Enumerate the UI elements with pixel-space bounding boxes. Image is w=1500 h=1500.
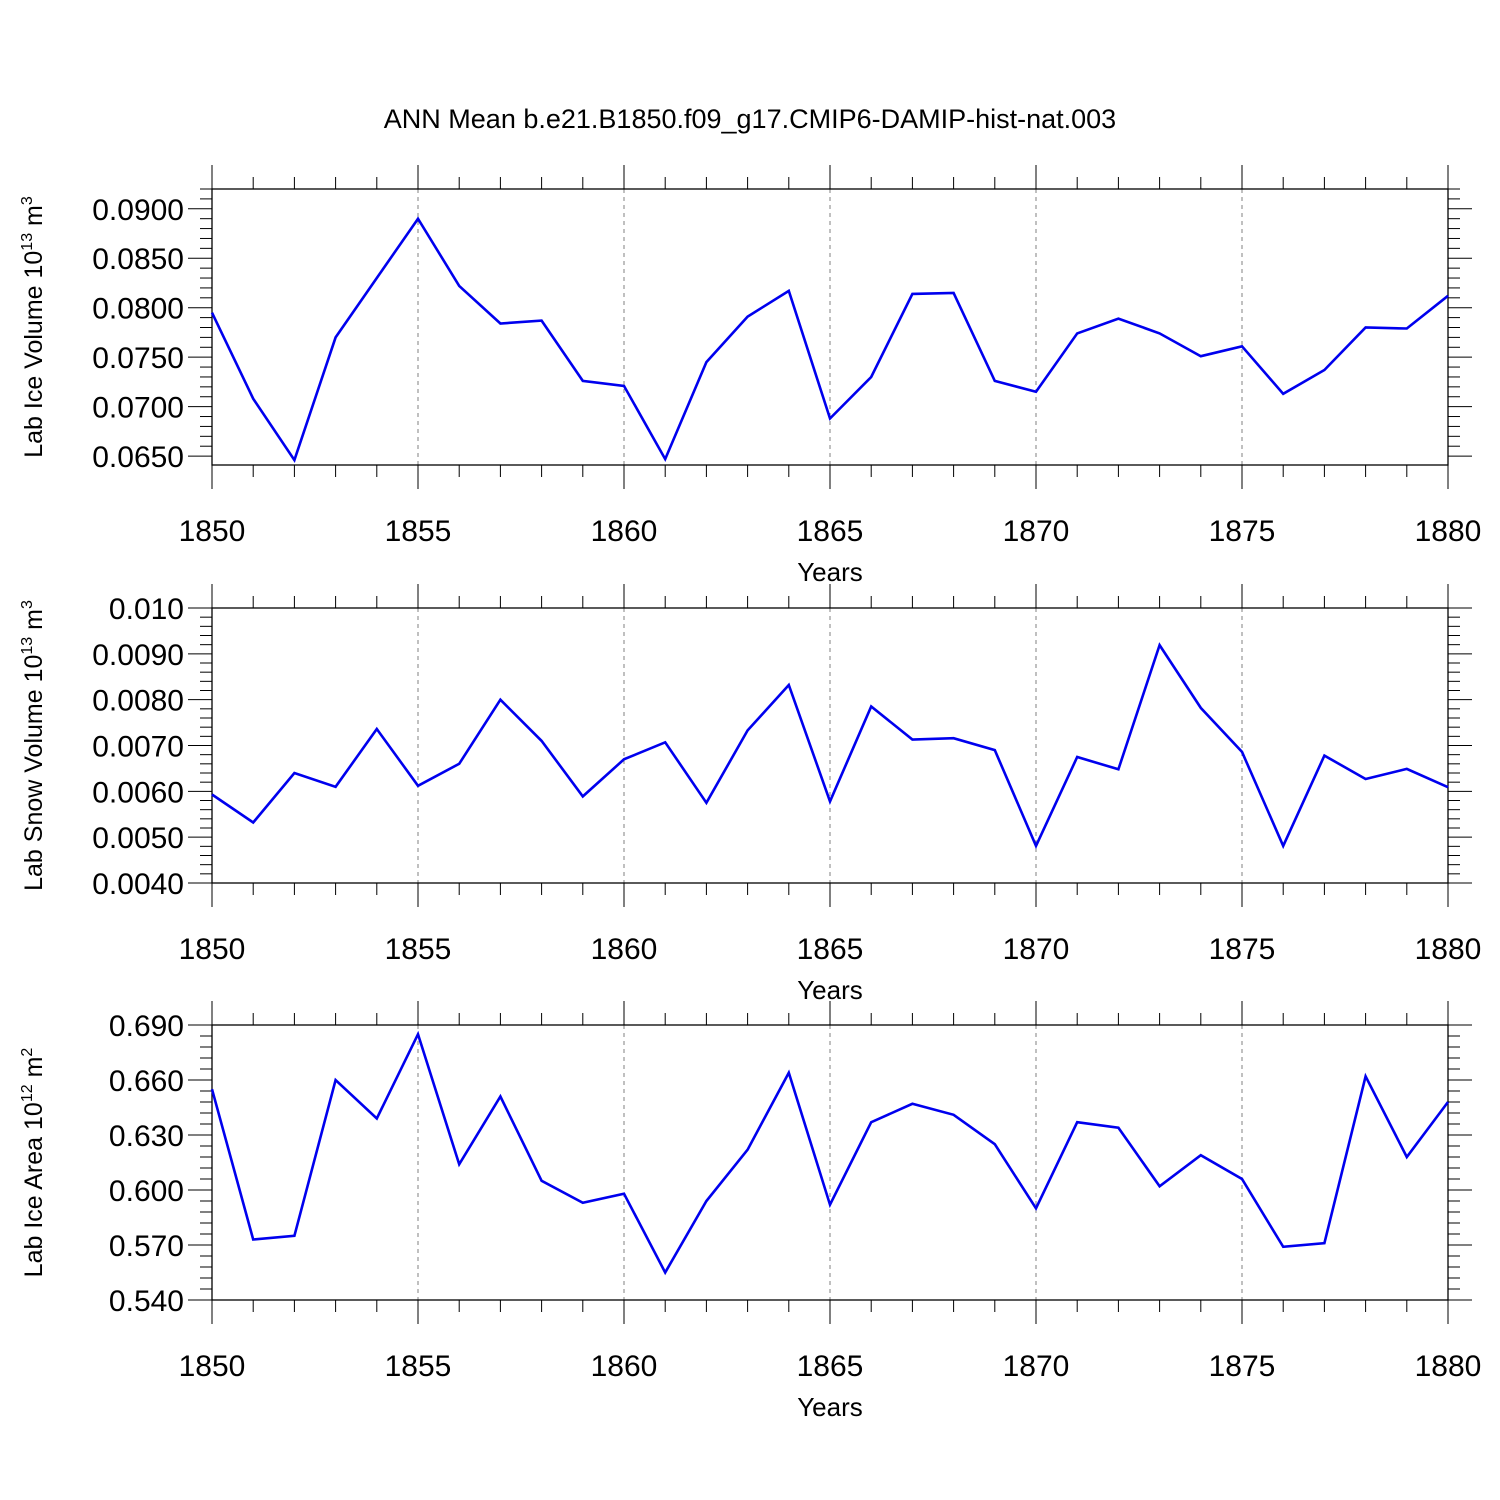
x-tick-label: 1850	[179, 933, 246, 966]
y-tick-label: 0.660	[109, 1065, 184, 1098]
data-series-line	[210, 1030, 1450, 1276]
y-axis-label-part: m	[20, 1057, 48, 1085]
x-axis-label: Years	[797, 1392, 863, 1422]
x-tick-label: 1865	[797, 933, 864, 966]
x-tick-label: 1850	[179, 515, 246, 548]
y-tick-label: 0.0750	[92, 342, 184, 375]
y-tick-label: 0.0040	[92, 868, 184, 901]
y-tick-label: 0.0650	[92, 441, 184, 474]
x-tick-label: 1880	[1415, 515, 1482, 548]
y-axis-label: Lab Snow Volume 1013 m3	[19, 600, 48, 891]
x-axis-label: Years	[797, 975, 863, 1005]
y-tick-label: 0.0800	[92, 293, 184, 326]
y-tick-label: 0.690	[109, 1010, 184, 1043]
y-axis-label-part: 3	[19, 196, 36, 205]
y-tick-label: 0.0060	[92, 776, 184, 809]
data-series-line	[211, 642, 1449, 850]
x-tick-label: 1870	[1003, 515, 1070, 548]
y-tick-label: 0.630	[109, 1120, 184, 1153]
data-series-line	[210, 216, 1449, 464]
x-tick-label: 1880	[1415, 933, 1482, 966]
x-tick-label: 1865	[797, 1350, 864, 1383]
x-axis-label: Years	[797, 557, 863, 587]
x-tick-label: 1875	[1209, 933, 1276, 966]
y-tick-label: 0.010	[109, 593, 184, 626]
y-axis-label-part: m	[20, 609, 48, 637]
y-axis-label-part: Lab Ice Volume 10	[20, 251, 48, 458]
x-tick-label: 1860	[591, 933, 658, 966]
y-tick-label: 0.0050	[92, 822, 184, 855]
y-axis-label-part: 2	[19, 1048, 36, 1057]
x-tick-label: 1855	[385, 515, 452, 548]
y-tick-label: 0.0070	[92, 731, 184, 764]
x-tick-label: 1860	[591, 1350, 658, 1383]
panel-2: 0.0040 0.0050 0.0060 0.0070 0.0080 0.0090 0.01…	[19, 584, 1481, 1005]
y-tick-label: 0.0080	[92, 685, 184, 718]
x-tick-label: 1855	[385, 933, 452, 966]
x-tick-label: 1855	[385, 1350, 452, 1383]
y-axis-label: Lab Ice Area 1012 m2	[19, 1048, 48, 1278]
y-axis-label-part: 3	[19, 600, 36, 609]
x-tick-label: 1870	[1003, 1350, 1070, 1383]
y-tick-label: 0.600	[109, 1175, 184, 1208]
y-axis-label-part: 12	[19, 1084, 36, 1102]
y-tick-label: 0.0090	[92, 639, 184, 672]
y-axis-label: Lab Ice Volume 1013 m3	[19, 196, 48, 458]
y-tick-label: 0.0850	[92, 243, 184, 276]
y-tick-label: 0.540	[109, 1285, 184, 1318]
x-tick-label: 1865	[797, 515, 864, 548]
panel-1: 0.0650 0.0700 0.0750 0.0800 0.0850 0.0900 1850…	[19, 165, 1481, 587]
y-tick-label: 0.0700	[92, 392, 184, 425]
y-axis-label-part: Lab Snow Volume 10	[20, 655, 48, 891]
y-axis-label-part: m	[20, 205, 48, 233]
y-axis-label-part: Lab Ice Area 10	[20, 1102, 48, 1277]
figure-title: ANN Mean b.e21.B1850.f09_g17.CMIP6-DAMIP…	[384, 104, 1116, 134]
y-axis-label-part: 13	[19, 637, 36, 655]
x-tick-label: 1875	[1209, 515, 1276, 548]
y-tick-label: 0.570	[109, 1230, 184, 1263]
x-tick-label: 1860	[591, 515, 658, 548]
x-tick-label: 1875	[1209, 1350, 1276, 1383]
y-tick-label: 0.0900	[92, 194, 184, 227]
panel-3: 0.540 0.570 0.600 0.630 0.660 0.690 1850 1855 18…	[19, 1001, 1481, 1422]
x-tick-label: 1870	[1003, 933, 1070, 966]
y-axis-label-part: 13	[19, 233, 36, 251]
x-tick-label: 1850	[179, 1350, 246, 1383]
x-tick-label: 1880	[1415, 1350, 1482, 1383]
